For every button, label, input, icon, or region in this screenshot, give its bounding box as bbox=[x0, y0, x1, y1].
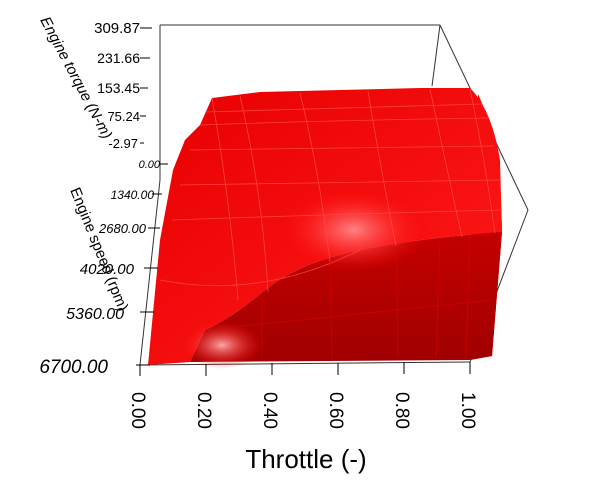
torque-axis: 309.87 231.66 153.45 75.24 -2.97 Engine … bbox=[36, 14, 152, 151]
x-axis-title: Throttle (-) bbox=[245, 444, 366, 474]
z-tick-label: -2.97 bbox=[108, 136, 138, 151]
y-tick-marks bbox=[136, 163, 168, 366]
x-tick-marks bbox=[139, 362, 471, 376]
y-tick-label: 2680.00 bbox=[98, 221, 147, 236]
z-tick-label: 153.45 bbox=[97, 80, 140, 96]
z-tick-marks bbox=[140, 27, 152, 144]
y-tick-label: 0.00 bbox=[139, 159, 161, 171]
x-tick-label: 1.00 bbox=[457, 392, 478, 429]
z-tick-label: 309.87 bbox=[94, 20, 140, 37]
x-tick-label: 0.00 bbox=[127, 392, 148, 429]
z-tick-label: 75.24 bbox=[107, 109, 140, 124]
y-tick-label: 4020.00 bbox=[80, 261, 135, 278]
speed-axis: 0.00 1340.00 2680.00 4020.00 5360.00 670… bbox=[39, 159, 168, 378]
x-tick-label: 0.20 bbox=[193, 392, 214, 429]
y-tick-label: 5360.00 bbox=[66, 306, 124, 323]
y-tick-label: 6700.00 bbox=[39, 357, 108, 378]
x-tick-label: 0.60 bbox=[325, 392, 346, 429]
throttle-axis: 0.00 0.20 0.40 0.60 0.80 1.00 Throttle (… bbox=[127, 362, 478, 474]
bounding-box bbox=[139, 24, 529, 366]
z-tick-label: 231.66 bbox=[97, 50, 140, 66]
y-tick-label: 1340.00 bbox=[111, 188, 155, 202]
x-tick-label: 0.40 bbox=[259, 392, 280, 429]
torque-surface bbox=[148, 88, 503, 369]
x-tick-label: 0.80 bbox=[391, 392, 412, 429]
y-axis-title: Engine speed (rpm) bbox=[66, 185, 131, 314]
